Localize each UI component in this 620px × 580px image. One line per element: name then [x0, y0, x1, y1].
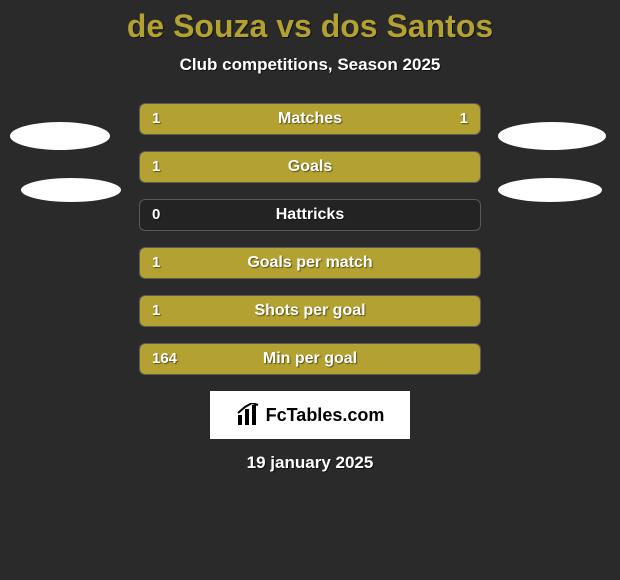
chart-icon	[236, 403, 260, 427]
stat-row: 1Shots per goal	[139, 295, 481, 327]
comparison-chart: 11Matches 1Goals 0Hattricks 1Goals per matc…	[0, 103, 620, 375]
stat-category: Goals	[140, 152, 480, 182]
page-subtitle: Club competitions, Season 2025	[0, 55, 620, 75]
stat-category: Matches	[140, 104, 480, 134]
page-title: de Souza vs dos Santos	[0, 0, 620, 45]
stat-category: Goals per match	[140, 248, 480, 278]
stat-row: 1Goals	[139, 151, 481, 183]
stat-row: 0Hattricks	[139, 199, 481, 231]
comparison-infographic: de Souza vs dos Santos Club competitions…	[0, 0, 620, 580]
source-logo: FcTables.com	[210, 391, 410, 439]
date-label: 19 january 2025	[0, 453, 620, 473]
stat-row: 1Goals per match	[139, 247, 481, 279]
stat-row: 11Matches	[139, 103, 481, 135]
stat-row: 164Min per goal	[139, 343, 481, 375]
stat-category: Min per goal	[140, 344, 480, 374]
stat-category: Hattricks	[140, 200, 480, 230]
stat-category: Shots per goal	[140, 296, 480, 326]
logo-text: FcTables.com	[266, 405, 385, 426]
